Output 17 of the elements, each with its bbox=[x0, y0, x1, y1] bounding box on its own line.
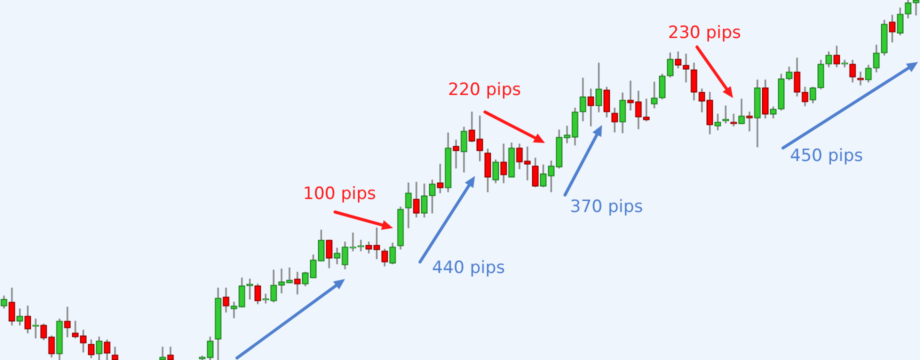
annotation: 220 pips bbox=[448, 80, 522, 100]
candlestick bbox=[286, 268, 293, 284]
annotation: 230 pips bbox=[668, 23, 742, 43]
candlestick bbox=[746, 112, 753, 132]
candlestick bbox=[682, 54, 690, 82]
candlestick bbox=[230, 302, 238, 318]
candlestick bbox=[857, 72, 864, 86]
candlestick bbox=[452, 140, 460, 168]
candlestick bbox=[627, 80, 634, 110]
annotation: 440 pips bbox=[432, 258, 506, 278]
annotation: 450 pips bbox=[790, 146, 864, 166]
annotation: 100 pips bbox=[303, 184, 376, 204]
candlestick bbox=[350, 232, 356, 252]
annotation: 370 pips bbox=[570, 197, 644, 217]
candlestick bbox=[912, 0, 920, 16]
candlestick bbox=[278, 268, 285, 294]
candlestick bbox=[564, 126, 570, 144]
